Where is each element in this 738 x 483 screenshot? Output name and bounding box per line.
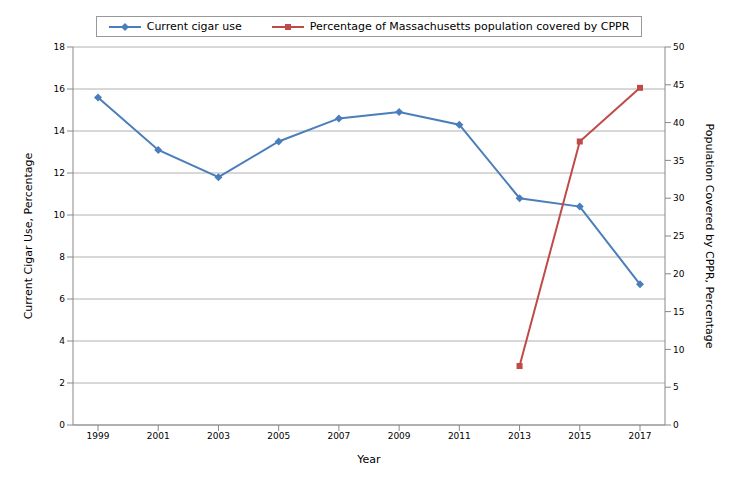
svg-text:2003: 2003 (207, 431, 230, 441)
svg-text:40: 40 (673, 118, 685, 128)
svg-text:20: 20 (673, 269, 685, 279)
svg-text:10: 10 (673, 345, 685, 355)
svg-text:35: 35 (673, 156, 684, 166)
svg-text:0: 0 (59, 420, 65, 430)
svg-text:Year: Year (356, 453, 381, 466)
svg-text:5: 5 (673, 382, 679, 392)
svg-text:2011: 2011 (448, 431, 471, 441)
svg-text:10: 10 (54, 210, 66, 220)
svg-text:14: 14 (54, 126, 66, 136)
svg-text:1999: 1999 (87, 431, 110, 441)
svg-text:50: 50 (673, 42, 685, 52)
svg-text:4: 4 (59, 336, 65, 346)
svg-text:30: 30 (673, 193, 685, 203)
svg-text:2017: 2017 (629, 431, 652, 441)
svg-text:6: 6 (59, 294, 65, 304)
svg-text:2001: 2001 (147, 431, 170, 441)
svg-text:16: 16 (54, 84, 66, 94)
svg-text:2009: 2009 (388, 431, 411, 441)
svg-text:2: 2 (59, 378, 65, 388)
html-text:Current cigar use: Current cigar use (146, 20, 242, 33)
svg-text:Population Covered by CPPR, Pe: Population Covered by CPPR, Percentage (703, 124, 716, 349)
svg-text:Current Cigar Use, Percentage: Current Cigar Use, Percentage (22, 152, 35, 319)
html-text:Percentage of Massachusetts po: Percentage of Massachusetts population c… (309, 20, 630, 33)
svg-text:2007: 2007 (327, 431, 350, 441)
svg-text:2005: 2005 (267, 431, 290, 441)
svg-text:25: 25 (673, 231, 684, 241)
svg-text:15: 15 (673, 307, 684, 317)
svg-text:18: 18 (54, 42, 66, 52)
svg-text:45: 45 (673, 80, 684, 90)
svg-text:12: 12 (54, 168, 65, 178)
svg-text:0: 0 (673, 420, 679, 430)
svg-text:8: 8 (59, 252, 65, 262)
svg-text:2013: 2013 (508, 431, 531, 441)
svg-text:2015: 2015 (568, 431, 591, 441)
